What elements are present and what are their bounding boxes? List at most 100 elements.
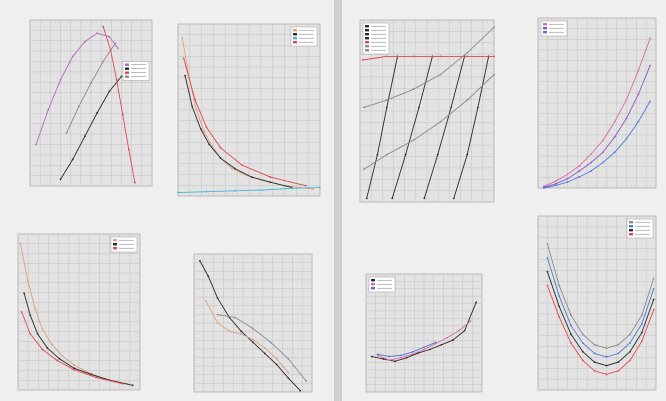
data-point — [108, 90, 111, 93]
series-line-2 — [423, 56, 465, 199]
data-point — [546, 242, 549, 245]
data-point — [391, 197, 394, 200]
data-point — [469, 320, 472, 323]
series-line-2 — [102, 26, 136, 183]
data-point — [466, 99, 469, 101]
data-point — [463, 329, 466, 332]
series-line-2 — [546, 271, 655, 367]
data-point — [493, 73, 495, 76]
legend-swatch — [543, 27, 547, 30]
grid — [30, 20, 152, 186]
data-point — [613, 151, 616, 154]
data-point — [275, 357, 278, 360]
legend-box — [122, 61, 150, 81]
legend — [540, 20, 568, 37]
data-point — [566, 181, 569, 183]
data-point — [90, 373, 93, 376]
chart-panel-c6 — [534, 10, 658, 194]
legend-swatch — [629, 229, 633, 232]
data-point — [446, 336, 449, 339]
legend — [290, 26, 318, 47]
data-point — [287, 377, 290, 380]
data-point — [605, 364, 608, 367]
series-line-0 — [546, 243, 655, 349]
legend-swatch — [629, 233, 633, 236]
data-point — [59, 178, 62, 181]
data-point — [637, 93, 640, 96]
data-point — [566, 177, 569, 180]
data-point — [613, 120, 616, 123]
data-point — [411, 350, 414, 353]
series-line-4 — [362, 55, 494, 61]
data-point — [581, 350, 584, 353]
grid — [178, 24, 320, 196]
data-point — [361, 59, 364, 61]
data-point — [47, 108, 50, 111]
data-point — [382, 358, 385, 360]
series-line-2 — [217, 314, 307, 382]
data-point — [73, 364, 76, 366]
data-point — [252, 341, 254, 344]
data-point — [34, 307, 36, 310]
data-point — [275, 363, 278, 366]
data-point — [208, 143, 211, 146]
data-point — [194, 98, 196, 101]
data-point — [417, 352, 420, 354]
data-point — [191, 105, 194, 108]
grid — [18, 234, 140, 390]
chart-svg — [17, 233, 141, 391]
data-point — [640, 340, 643, 343]
data-point — [181, 36, 184, 39]
data-point — [71, 158, 74, 161]
data-point — [625, 137, 628, 140]
data-point — [466, 55, 469, 58]
data-point — [649, 37, 651, 40]
data-point — [605, 347, 608, 350]
data-point — [231, 167, 233, 170]
data-point — [439, 121, 442, 123]
data-point — [73, 367, 76, 370]
data-point — [493, 55, 495, 58]
data-point — [376, 353, 379, 356]
data-point — [418, 106, 420, 109]
data-point — [570, 324, 572, 327]
data-point — [207, 275, 210, 277]
data-point — [184, 74, 186, 77]
legend-swatch — [125, 75, 129, 78]
data-point — [370, 355, 373, 358]
data-point — [46, 346, 49, 349]
data-point — [412, 139, 415, 142]
data-point — [388, 359, 391, 362]
data-point — [216, 322, 219, 324]
data-point — [290, 187, 293, 190]
data-point — [36, 332, 39, 335]
data-point — [629, 350, 631, 353]
legend-swatch — [365, 33, 369, 36]
data-point — [581, 342, 584, 344]
data-point — [436, 153, 439, 156]
data-point — [250, 176, 253, 178]
data-point — [19, 242, 22, 245]
data-point — [127, 148, 130, 151]
data-point — [29, 332, 32, 335]
legend-swatch — [113, 247, 117, 250]
data-point — [385, 99, 388, 101]
legend-swatch — [293, 33, 297, 36]
legend-swatch — [629, 221, 633, 224]
data-point — [35, 143, 37, 146]
data-point — [405, 356, 408, 359]
legend — [122, 61, 150, 81]
legend-swatch — [113, 243, 117, 246]
data-point — [652, 309, 655, 311]
data-point — [252, 327, 254, 330]
data-point — [71, 55, 74, 58]
data-point — [640, 331, 643, 334]
data-point — [590, 170, 592, 172]
data-point — [434, 341, 437, 344]
data-point — [233, 189, 236, 192]
legend-box — [626, 218, 654, 239]
data-point — [637, 120, 640, 123]
data-point — [219, 157, 222, 160]
data-point — [116, 47, 119, 50]
data-point — [466, 153, 469, 156]
